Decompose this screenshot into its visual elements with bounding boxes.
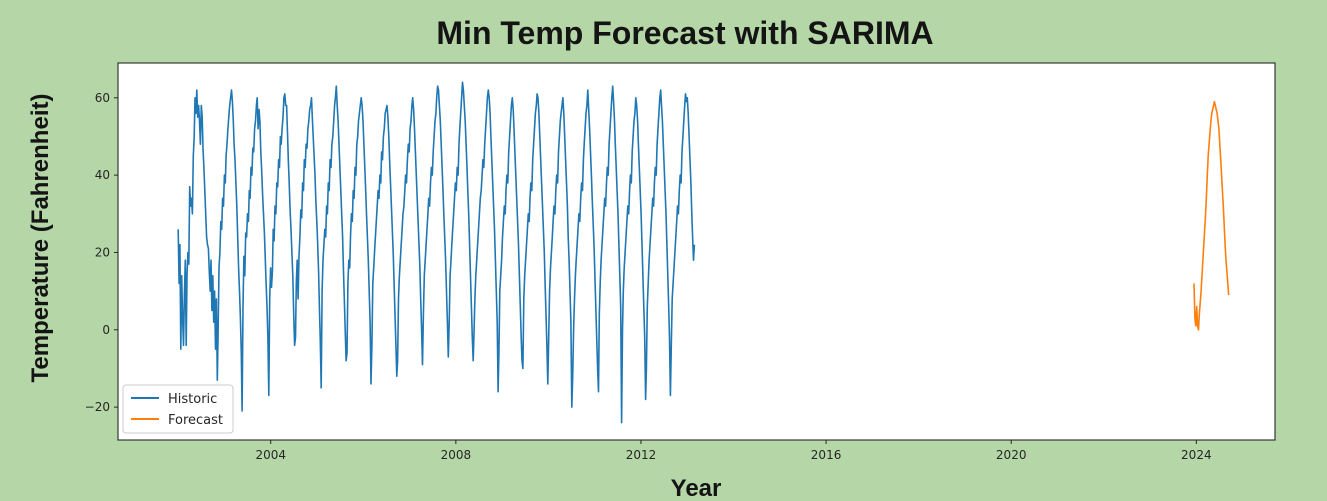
y-axis-label: Temperature (Fahrenheit) (27, 94, 54, 383)
y-axis-ticks: −20 0 20 40 60 (85, 91, 118, 414)
x-tick-label: 2024 (1181, 448, 1212, 462)
plot-area (117, 62, 1276, 441)
y-tick-label: 0 (102, 323, 110, 337)
y-tick-label: −20 (85, 400, 110, 414)
x-tick-label: 2016 (811, 448, 842, 462)
legend-label-forecast: Forecast (168, 413, 223, 428)
series-line-forecast (1193, 100, 1230, 331)
x-axis-ticks: 2004 2008 2012 2016 2020 2024 (255, 440, 1212, 462)
x-tick-label: 2012 (626, 448, 657, 462)
chart-title: Min Temp Forecast with SARIMA (436, 15, 933, 51)
legend: Historic Forecast (122, 384, 234, 434)
y-tick-label: 40 (95, 168, 110, 182)
series-line-historic (177, 81, 696, 424)
x-tick-label: 2008 (441, 448, 472, 462)
y-tick-label: 60 (95, 91, 110, 105)
x-tick-label: 2004 (255, 448, 286, 462)
x-axis-label: Year (671, 475, 722, 501)
series-layer (177, 81, 1230, 424)
x-tick-label: 2020 (996, 448, 1027, 462)
legend-label-historic: Historic (168, 392, 217, 407)
y-tick-label: 20 (95, 245, 110, 259)
